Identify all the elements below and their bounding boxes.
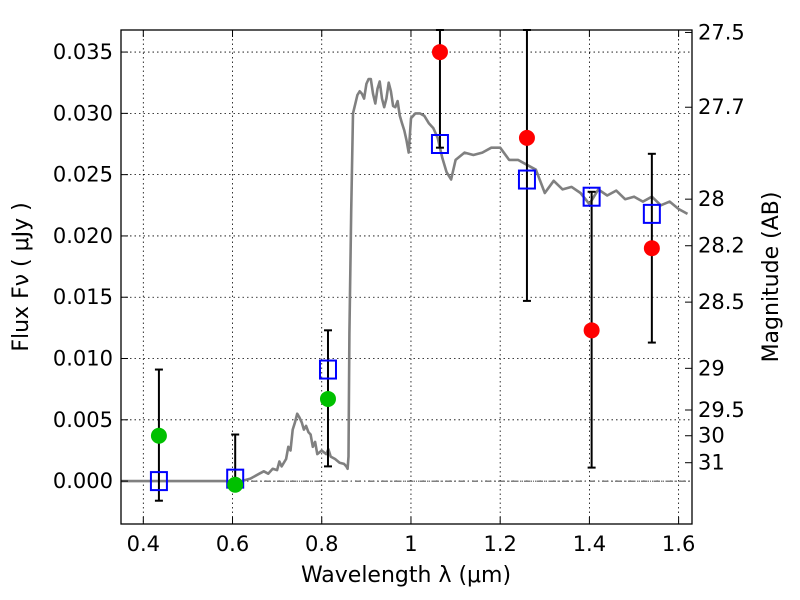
right-axis-title: Magnitude (AB) — [759, 192, 784, 363]
open-square-marker — [642, 203, 661, 224]
y-tick-label: 0.015 — [53, 285, 113, 309]
green-point — [319, 390, 336, 407]
x-tick-label: 1 — [404, 532, 417, 556]
right-tick-label: 31 — [698, 451, 725, 475]
green-point — [150, 427, 167, 444]
red-point — [643, 240, 660, 257]
y-tick-label: 0.030 — [53, 101, 113, 125]
right-tick-label: 29 — [698, 356, 725, 380]
y-tick-label: 0.025 — [53, 163, 113, 187]
x-axis-title: Wavelength λ (μm) — [301, 563, 511, 588]
open-square-marker — [149, 471, 168, 492]
x-tick-label: 1.4 — [573, 532, 606, 556]
y-axis-title: Flux Fν ( μJy ) — [9, 202, 34, 351]
right-tick-labels: 27.5 27.7 28 28.2 28.5 29 29.530 31 — [698, 20, 745, 474]
y-tick-label: 0.005 — [53, 408, 113, 432]
y-tick-label: 0.020 — [53, 224, 113, 248]
right-tick-label: 27.7 — [698, 95, 745, 119]
green-markers — [150, 390, 336, 493]
right-tick-label: 27.5 — [698, 20, 745, 44]
x-tick-label: 0.6 — [216, 532, 249, 556]
red-point — [583, 322, 600, 339]
y-tick-label: 0.010 — [53, 347, 113, 371]
plot-frame — [120, 29, 693, 525]
red-markers — [431, 44, 660, 339]
x-tick-label: 0.4 — [127, 532, 160, 556]
x-tick-label: 1.2 — [483, 532, 516, 556]
y-tick-labels: 0.000 0.005 0.010 0.015 0.020 0.025 0.030 0.035 — [53, 40, 113, 493]
right-tick-label: 29.5 — [698, 398, 745, 422]
x-tick-label: 0.8 — [305, 532, 338, 556]
open-square-marker — [582, 186, 601, 207]
right-tick-label: 28.5 — [698, 290, 745, 314]
right-tick-label: 30 — [698, 424, 725, 448]
x-tick-labels: 0.4 0.6 0.8 1 1.2 1.4 1.6 — [127, 532, 696, 556]
model-sed-layer — [121, 77, 689, 483]
model-sed-line — [121, 77, 689, 483]
y-tick-label: 0.035 — [53, 40, 113, 64]
axis-ticks — [121, 30, 692, 524]
open-square-marker — [318, 359, 337, 380]
right-tick-label: 28.2 — [698, 234, 745, 258]
y-tick-label: 0.000 — [53, 469, 113, 493]
red-point — [518, 129, 535, 146]
open-square-marker — [517, 169, 536, 190]
right-tick-label: 28 — [698, 187, 725, 211]
red-point — [431, 44, 448, 61]
x-tick-label: 1.6 — [662, 532, 695, 556]
green-point — [227, 476, 244, 493]
open-square-markers — [149, 134, 661, 492]
open-square-marker — [430, 134, 449, 154]
